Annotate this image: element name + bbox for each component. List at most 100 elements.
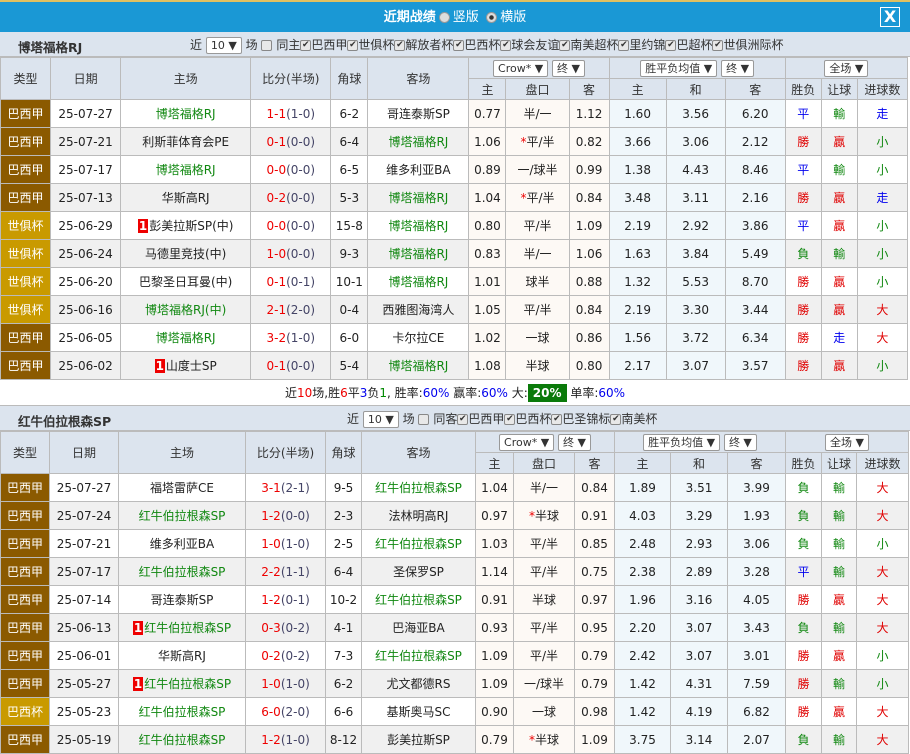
radio-horizontal[interactable] [486,12,498,23]
score-cell[interactable]: 0-1(0-1) [250,267,332,296]
score-cell[interactable]: 0-2(0-2) [245,641,326,670]
league-checkbox[interactable]: ✔ [300,40,312,51]
league-type-cell[interactable]: 巴西甲 [0,155,52,184]
league-type-cell[interactable]: 世俱杯 [0,267,52,296]
league-checkbox[interactable]: ✔ [610,414,622,425]
league-type-cell[interactable]: 巴西杯 [0,697,50,726]
score-cell[interactable]: 3-2(1-0) [250,323,332,352]
home-team-cell[interactable]: 1 彭美拉斯SP(中) [120,211,252,240]
away-team-cell[interactable]: 红牛伯拉根森SP [361,473,476,502]
home-team-cell[interactable]: 1 山度士SP [120,351,252,380]
home-team-cell[interactable]: 福塔雷萨CE [118,473,246,502]
league-checkbox[interactable]: ✔ [618,40,630,51]
handicap-time-select[interactable]: 终 ▼ [558,433,591,451]
score-cell[interactable]: 1-2(0-1) [245,585,326,614]
league-type-cell[interactable]: 巴西甲 [0,669,50,698]
score-cell[interactable]: 0-0(0-0) [250,211,332,240]
score-cell[interactable]: 0-1(0-0) [250,127,332,156]
away-team-cell[interactable]: 红牛伯拉根森SP [361,585,476,614]
euro-odds-select[interactable]: 胜平负均值 ▼ [640,59,718,77]
euro-time-select[interactable]: 终 ▼ [723,433,757,451]
league-type-cell[interactable]: 世俱杯 [0,239,52,268]
home-team-cell[interactable]: 红牛伯拉根森SP [118,697,246,726]
away-team-cell[interactable]: 巴海亚BA [361,613,476,642]
away-team-cell[interactable]: 红牛伯拉根森SP [361,641,476,670]
away-team-cell[interactable]: 博塔福格RJ [367,183,470,212]
league-checkbox[interactable]: ✔ [347,40,359,51]
league-type-cell[interactable]: 巴西甲 [0,473,50,502]
home-team-cell[interactable]: 华斯高RJ [120,183,252,212]
away-team-cell[interactable]: 基斯奥马SC [361,697,476,726]
handicap-time-select[interactable]: 终 ▼ [552,59,585,77]
league-type-cell[interactable]: 巴西甲 [0,99,52,128]
away-team-cell[interactable]: 维多利亚BA [367,155,470,184]
league-type-cell[interactable]: 巴西甲 [0,127,52,156]
same-venue-checkbox[interactable] [418,414,430,425]
league-type-cell[interactable]: 巴西甲 [0,725,50,754]
score-cell[interactable]: 0-1(0-0) [250,351,332,380]
score-cell[interactable]: 2-2(1-1) [245,557,326,586]
league-type-cell[interactable]: 巴西甲 [0,529,50,558]
home-team-cell[interactable]: 红牛伯拉根森SP [118,501,246,530]
score-cell[interactable]: 1-0(1-0) [245,529,326,558]
euro-time-select[interactable]: 终 ▼ [721,59,755,77]
league-type-cell[interactable]: 世俱杯 [0,211,52,240]
home-team-cell[interactable]: 博塔福格RJ [120,99,252,128]
home-team-cell[interactable]: 华斯高RJ [118,641,246,670]
away-team-cell[interactable]: 哥连泰斯SP [367,99,470,128]
score-cell[interactable]: 1-2(1-0) [245,725,326,754]
league-type-cell[interactable]: 巴西甲 [0,585,50,614]
home-team-cell[interactable]: 红牛伯拉根森SP [118,725,246,754]
league-checkbox[interactable]: ✔ [559,40,571,51]
home-team-cell[interactable]: 马德里竞技(中) [120,239,252,268]
score-cell[interactable]: 2-1(2-0) [250,295,332,324]
league-checkbox[interactable]: ✔ [665,40,677,51]
away-team-cell[interactable]: 尤文都德RS [361,669,476,698]
score-cell[interactable]: 1-1(1-0) [250,99,332,128]
league-type-cell[interactable]: 巴西甲 [0,641,50,670]
score-cell[interactable]: 3-1(2-1) [245,473,326,502]
period-select[interactable]: 全场 ▼ [824,59,869,77]
league-type-cell[interactable]: 巴西甲 [0,613,50,642]
league-type-cell[interactable]: 巴西甲 [0,183,52,212]
league-checkbox[interactable]: ✔ [712,40,724,51]
away-team-cell[interactable]: 博塔福格RJ [367,239,470,268]
league-type-cell[interactable]: 巴西甲 [0,323,52,352]
away-team-cell[interactable]: 西雅图海湾人 [367,295,470,324]
same-venue-checkbox[interactable] [261,40,273,51]
league-type-cell[interactable]: 巴西甲 [0,501,50,530]
euro-odds-select[interactable]: 胜平负均值 ▼ [643,433,721,451]
home-team-cell[interactable]: 哥连泰斯SP [118,585,246,614]
league-checkbox[interactable]: ✔ [453,40,465,51]
home-team-cell[interactable]: 1 红牛伯拉根森SP [118,613,246,642]
league-checkbox[interactable]: ✔ [504,414,516,425]
score-cell[interactable]: 1-0(1-0) [245,669,326,698]
period-select[interactable]: 全场 ▼ [825,433,870,451]
league-type-cell[interactable]: 巴西甲 [0,351,52,380]
score-cell[interactable]: 0-3(0-2) [245,613,326,642]
home-team-cell[interactable]: 博塔福格RJ(中) [120,295,252,324]
away-team-cell[interactable]: 法林明高RJ [361,501,476,530]
score-cell[interactable]: 0-2(0-0) [250,183,332,212]
league-type-cell[interactable]: 巴西甲 [0,557,50,586]
score-cell[interactable]: 1-2(0-0) [245,501,326,530]
away-team-cell[interactable]: 圣保罗SP [361,557,476,586]
league-checkbox[interactable]: ✔ [457,414,469,425]
company-select[interactable]: Crow* ▼ [499,433,555,451]
league-checkbox[interactable]: ✔ [394,40,406,51]
home-team-cell[interactable]: 维多利亚BA [118,529,246,558]
league-type-cell[interactable]: 世俱杯 [0,295,52,324]
away-team-cell[interactable]: 彭美拉斯SP [361,725,476,754]
match-count-select[interactable]: 10 ▼ [205,37,242,54]
score-cell[interactable]: 1-0(0-0) [250,239,332,268]
match-count-select[interactable]: 10 ▼ [362,411,399,428]
away-team-cell[interactable]: 博塔福格RJ [367,127,470,156]
home-team-cell[interactable]: 1 红牛伯拉根森SP [118,669,246,698]
home-team-cell[interactable]: 利斯菲体育会PE [120,127,252,156]
home-team-cell[interactable]: 巴黎圣日耳曼(中) [120,267,252,296]
company-select[interactable]: Crow* ▼ [493,59,549,77]
away-team-cell[interactable]: 红牛伯拉根森SP [361,529,476,558]
home-team-cell[interactable]: 博塔福格RJ [120,155,252,184]
radio-vertical[interactable] [438,12,450,23]
away-team-cell[interactable]: 博塔福格RJ [367,211,470,240]
